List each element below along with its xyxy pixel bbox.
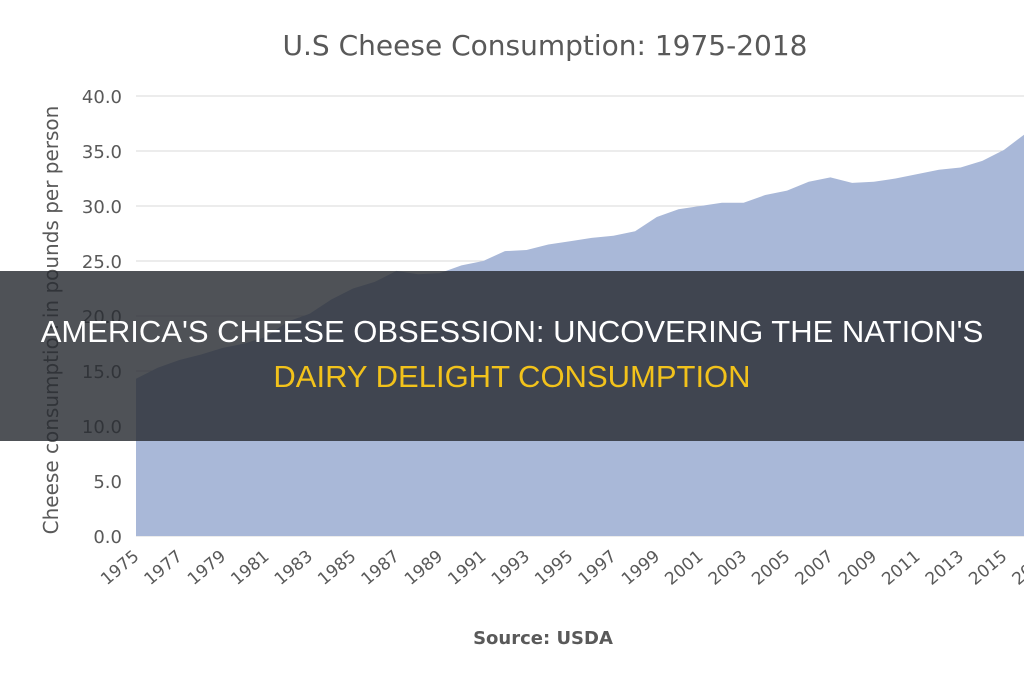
chart-title: U.S Cheese Consumption: 1975-2018 — [283, 29, 808, 62]
x-tick-label: 2009 — [835, 547, 881, 590]
x-tick-label: 1979 — [184, 547, 230, 590]
x-tick-label: 1977 — [141, 547, 187, 590]
x-tick-label: 1981 — [227, 547, 273, 590]
x-tick-label: 1997 — [575, 547, 621, 590]
x-tick-label: 1991 — [444, 547, 490, 590]
x-tick-label: 1989 — [401, 547, 447, 590]
headline: DAIRY DELIGHT CONSUMPTION — [273, 359, 751, 394]
y-tick-label: 30.0 — [82, 197, 122, 218]
x-tick-label: 1987 — [358, 547, 404, 590]
y-tick-label: 5.0 — [93, 472, 122, 493]
x-tick-label: 2015 — [965, 547, 1011, 590]
x-tick-label: 1999 — [618, 547, 664, 590]
x-tick-label: 2001 — [661, 547, 707, 590]
x-tick-label: 2005 — [748, 547, 794, 590]
y-tick-label: 25.0 — [82, 252, 122, 273]
headline: AMERICA'S CHEESE OBSESSION: UNCOVERING T… — [40, 314, 984, 349]
source: Source: USDA — [473, 628, 613, 649]
y-tick-label: 0.0 — [93, 527, 122, 548]
x-tick-label: 1983 — [271, 547, 317, 590]
y-tick-label: 40.0 — [82, 87, 122, 108]
x-tick-label: 1993 — [488, 547, 534, 590]
x-tick-label: 2011 — [878, 547, 924, 590]
y-tick-label: 35.0 — [82, 142, 122, 163]
x-tick-label: 2007 — [792, 547, 838, 590]
x-tick-label: 1975 — [97, 547, 143, 590]
x-tick-label: 1995 — [531, 547, 577, 590]
x-tick-label: 2003 — [705, 547, 751, 590]
x-tick-label: 1985 — [314, 547, 360, 590]
banner: AMERICA'S CHEESE OBSESSION: UNCOVERING T… — [0, 271, 1024, 441]
x-tick-label: 2017 — [1009, 547, 1024, 590]
x-tick-label: 2013 — [922, 547, 968, 590]
